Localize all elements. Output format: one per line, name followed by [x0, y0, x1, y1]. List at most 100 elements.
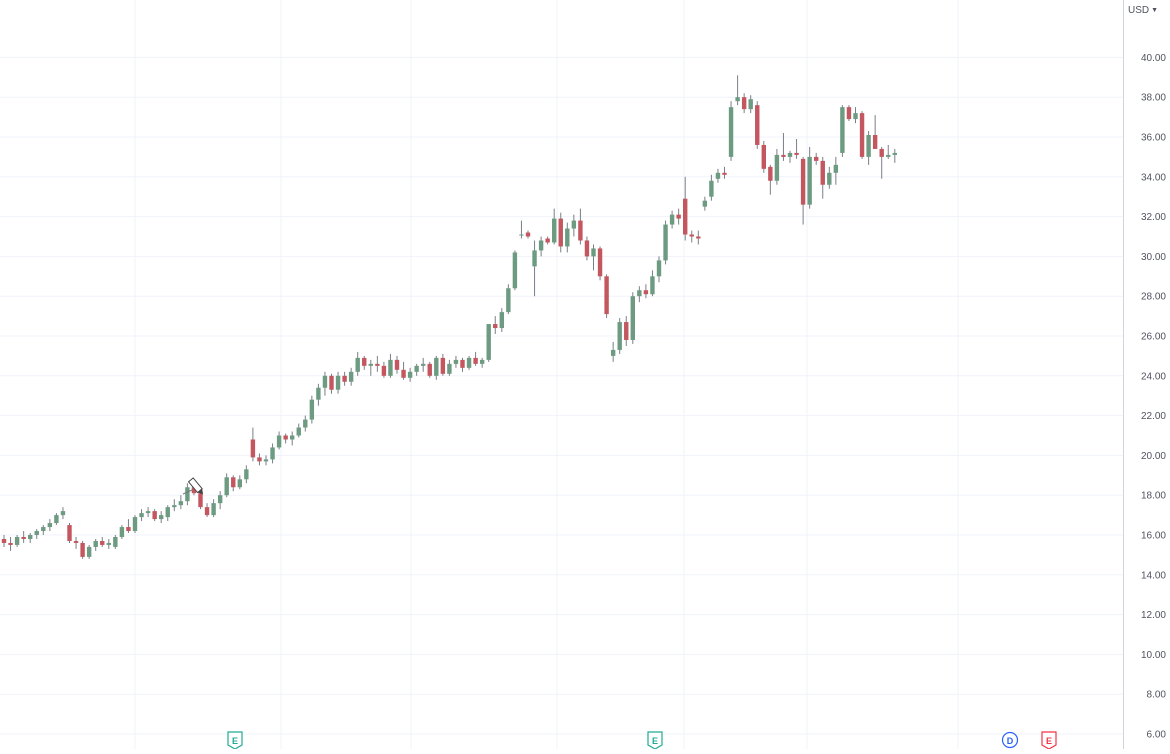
- candle: [558, 212, 563, 253]
- candle-body-up: [552, 218, 557, 243]
- candle: [224, 473, 229, 498]
- candle: [276, 431, 282, 450]
- candle: [342, 371, 347, 386]
- candle: [250, 427, 256, 462]
- candle-body-down: [741, 97, 747, 110]
- candle-body-down: [394, 359, 400, 370]
- candle: [126, 519, 131, 534]
- candle: [794, 138, 799, 159]
- candle: [578, 208, 583, 245]
- candle-body-up: [453, 359, 459, 364]
- dividend-marker[interactable]: D: [1001, 731, 1019, 749]
- candle: [630, 292, 635, 344]
- candle-body-down: [545, 238, 550, 243]
- candle: [669, 210, 675, 229]
- candle: [322, 371, 328, 396]
- currency-selector[interactable]: USD ▼: [1128, 5, 1158, 16]
- price-tick-label: 22.00: [1141, 411, 1166, 422]
- price-tick-label: 18.00: [1141, 491, 1166, 502]
- candle-body-up: [34, 531, 39, 535]
- candle-body-down: [460, 359, 465, 368]
- candle-body-up: [506, 288, 511, 313]
- candle: [807, 146, 812, 209]
- candle: [355, 351, 360, 376]
- candle-body-up: [41, 527, 46, 532]
- candle-body-up: [296, 427, 301, 436]
- candle-body-up: [702, 200, 708, 207]
- candle-body-up: [211, 503, 216, 516]
- candle: [263, 455, 269, 466]
- candle-body-down: [73, 540, 79, 543]
- candle: [859, 111, 865, 159]
- candle-body-down: [126, 527, 131, 532]
- candle-body-down: [624, 322, 629, 340]
- drawing-stroke: [182, 489, 193, 495]
- candle: [362, 355, 367, 370]
- earnings-marker[interactable]: E: [647, 731, 663, 750]
- candle-body-up: [106, 542, 111, 545]
- candle-body-down: [1, 538, 7, 543]
- candle: [728, 101, 734, 161]
- candle-body-up: [663, 224, 668, 261]
- candle: [591, 244, 596, 271]
- price-tick-label: 26.00: [1141, 332, 1166, 343]
- candle-body-up: [892, 152, 897, 155]
- price-tick-label: 36.00: [1141, 133, 1166, 144]
- candle: [211, 499, 216, 518]
- candle: [407, 367, 413, 382]
- candle-body-up: [840, 107, 845, 153]
- earnings-marker[interactable]: E: [227, 731, 243, 750]
- candle-body-down: [329, 375, 334, 390]
- candle: [781, 133, 786, 161]
- candle-body-up: [833, 164, 839, 173]
- candle-body-up: [47, 523, 53, 528]
- price-axis[interactable]: 6.00 8.00 10.00 12.00 14.00 16.00 18.00 20.00 22…: [1123, 0, 1170, 749]
- candle: [735, 75, 740, 106]
- candle-body-up: [368, 363, 373, 366]
- drawing-markers: [182, 477, 204, 495]
- candle-body-up: [774, 154, 780, 181]
- candle-body-down: [152, 511, 157, 520]
- candle: [283, 433, 288, 444]
- candle-body-up: [93, 540, 98, 547]
- candle-body-up: [407, 371, 413, 378]
- candle-body-up: [656, 260, 662, 277]
- candle: [86, 544, 92, 559]
- pencil-icon: [187, 477, 204, 495]
- candle: [525, 230, 531, 239]
- candle: [774, 148, 780, 185]
- candle: [512, 250, 518, 291]
- candle: [8, 536, 13, 551]
- candle-body-up: [571, 220, 577, 229]
- candle: [139, 509, 144, 522]
- candle-body-up: [512, 252, 518, 289]
- candle-body-up: [479, 359, 485, 364]
- candle: [460, 357, 465, 372]
- candle-body-down: [597, 248, 603, 277]
- candle-body-down: [558, 218, 563, 247]
- candle-body-up: [519, 234, 524, 236]
- candle-body-up: [159, 515, 164, 520]
- candle-body-up: [309, 399, 315, 420]
- candle: [473, 351, 478, 366]
- candle-body-up: [28, 535, 33, 539]
- candle-body-down: [440, 357, 446, 374]
- candle: [303, 415, 308, 432]
- candle-body-up: [119, 527, 125, 537]
- candle: [80, 540, 85, 559]
- earnings-marker[interactable]: E: [1041, 731, 1057, 750]
- price-tick-label: 32.00: [1141, 212, 1166, 223]
- candle-body-down: [800, 158, 806, 205]
- candle: [348, 367, 354, 386]
- candle: [401, 361, 406, 380]
- price-tick-label: 40.00: [1141, 53, 1166, 64]
- candle-body-down: [493, 324, 498, 329]
- candle-body-up: [728, 107, 734, 157]
- candle: [165, 505, 170, 522]
- candle-body-up: [290, 435, 295, 440]
- candle: [93, 538, 98, 551]
- price-tick-label: 28.00: [1141, 292, 1166, 303]
